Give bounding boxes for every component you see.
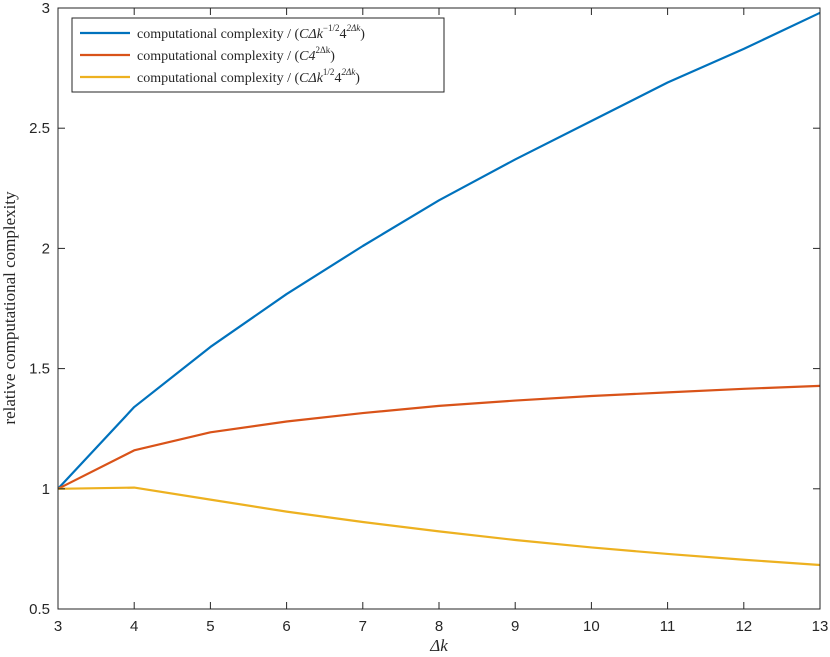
plot-area: [58, 8, 820, 609]
y-tick-label: 1: [42, 481, 50, 498]
legend-label-3: computational complexity / (CΔk1/242Δk): [137, 67, 360, 86]
series-line-1: [57, 11, 821, 490]
y-tick-label: 2: [42, 240, 50, 257]
x-tick-label: 13: [812, 618, 829, 635]
ticks-layer: 3 4 5 6 7 8 9 10 11 12 13 0.5 1 1.5 2 2.5 3: [29, 0, 828, 635]
x-tick-label: 7: [359, 618, 367, 635]
series-line-2: [57, 384, 821, 490]
legend-box: [71, 17, 445, 93]
series-layer: [57, 11, 821, 567]
y-tick-label: 3: [42, 0, 50, 17]
legend-label-1: computational complexity / (CΔk−1/242Δk): [137, 23, 365, 42]
y-tick-label: 0.5: [29, 601, 50, 618]
x-tick-label: 5: [206, 618, 214, 635]
legend-label-2: computational complexity / (C42Δk): [137, 45, 335, 64]
y-axis-label: relative computational complexity: [0, 191, 19, 425]
x-tick-label: 3: [54, 618, 62, 635]
x-tick-label: 9: [511, 618, 519, 635]
legend: computational complexity / (CΔk−1/242Δk)…: [71, 17, 445, 93]
x-tick-label: 12: [735, 618, 752, 635]
x-tick-label: 11: [660, 618, 676, 635]
x-axis-label: Δk: [429, 636, 448, 655]
x-tick-label: 6: [282, 618, 290, 635]
x-tick-label: 8: [435, 618, 443, 635]
y-tick-label: 2.5: [29, 120, 50, 137]
x-tick-label: 10: [583, 618, 600, 635]
y-tick-label: 1.5: [29, 361, 50, 378]
x-tick-label: 4: [130, 618, 138, 635]
series-line-3: [57, 486, 821, 567]
